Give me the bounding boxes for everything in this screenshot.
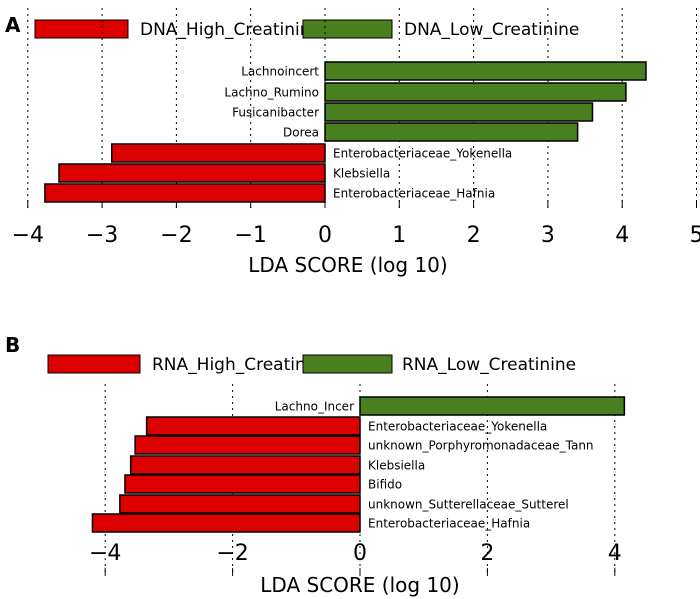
legend-swatch	[47, 354, 141, 374]
bar	[134, 435, 361, 455]
bar-label: Enterobacteriaceae_Yokenella	[368, 420, 547, 434]
bar	[145, 416, 361, 436]
bar	[129, 455, 361, 475]
bar	[111, 143, 326, 163]
panel-label: A	[5, 13, 21, 37]
bar	[124, 474, 361, 494]
tick-label: −3	[86, 223, 118, 248]
bar-label: Klebsiella	[333, 167, 390, 181]
tick-label: 1	[392, 223, 406, 248]
bar	[324, 82, 627, 102]
tick-label: −2	[216, 541, 248, 566]
tick-label: −2	[160, 223, 192, 248]
tick-label: 0	[318, 223, 332, 248]
tick-label: 4	[608, 541, 622, 566]
bar	[324, 122, 579, 142]
bar-label: Lachno_Incer	[275, 400, 354, 414]
bar	[359, 396, 626, 416]
bar-label: Enterobacteriaceae_Hafnia	[333, 187, 495, 201]
bar-label: Klebsiella	[368, 459, 425, 473]
tick-label: 2	[467, 223, 481, 248]
bar	[91, 513, 361, 533]
tick-label: 3	[541, 223, 555, 248]
bar	[44, 183, 326, 203]
bar-label: unknown_Porphyromonadaceae_Tann	[368, 439, 594, 453]
legend-swatch	[302, 354, 393, 374]
bar-label: Enterobacteriaceae_Yokenella	[333, 147, 512, 161]
tick-label: 4	[615, 223, 629, 248]
bar	[324, 102, 594, 122]
legend-swatch	[34, 19, 129, 39]
x-axis-label: LDA SCORE (log 10)	[260, 573, 459, 597]
panel-a: A DNA_High_Creatinine DNA_Low_Creatinine −4…	[5, 8, 700, 277]
legend-swatch	[302, 19, 393, 39]
legend-label: RNA_High_Creatinine	[152, 355, 332, 375]
legend-label: RNA_Low_Creatinine	[402, 355, 576, 375]
bar-label: unknown_Sutterellaceae_Sutterel	[368, 498, 569, 512]
tick-label: −4	[12, 223, 44, 248]
bar-label: Lachno_Rumino	[224, 86, 319, 100]
tick-label: 5	[690, 223, 700, 248]
panel-label: B	[5, 333, 20, 357]
bar-label: Enterobacteriaceae_Hafnia	[368, 517, 530, 531]
panel-b: B RNA_High_Creatinine RNA_Low_Creatinine −4…	[5, 333, 626, 597]
legend-label: DNA_Low_Creatinine	[404, 20, 579, 40]
bar-label: Dorea	[283, 126, 319, 140]
tick-label: 0	[353, 541, 367, 566]
bar	[58, 163, 326, 183]
x-axis-label: LDA SCORE (log 10)	[248, 253, 447, 277]
legend-label: DNA_High_Creatinine	[140, 20, 321, 40]
bar-label: Fusicanibacter	[232, 106, 319, 120]
bar-label: Bifido	[368, 478, 402, 492]
bar	[324, 61, 647, 81]
bar	[119, 494, 361, 514]
tick-label: −4	[89, 541, 121, 566]
tick-label: 2	[480, 541, 494, 566]
bar-label: Lachnoincert	[241, 65, 319, 79]
tick-label: −1	[234, 223, 266, 248]
